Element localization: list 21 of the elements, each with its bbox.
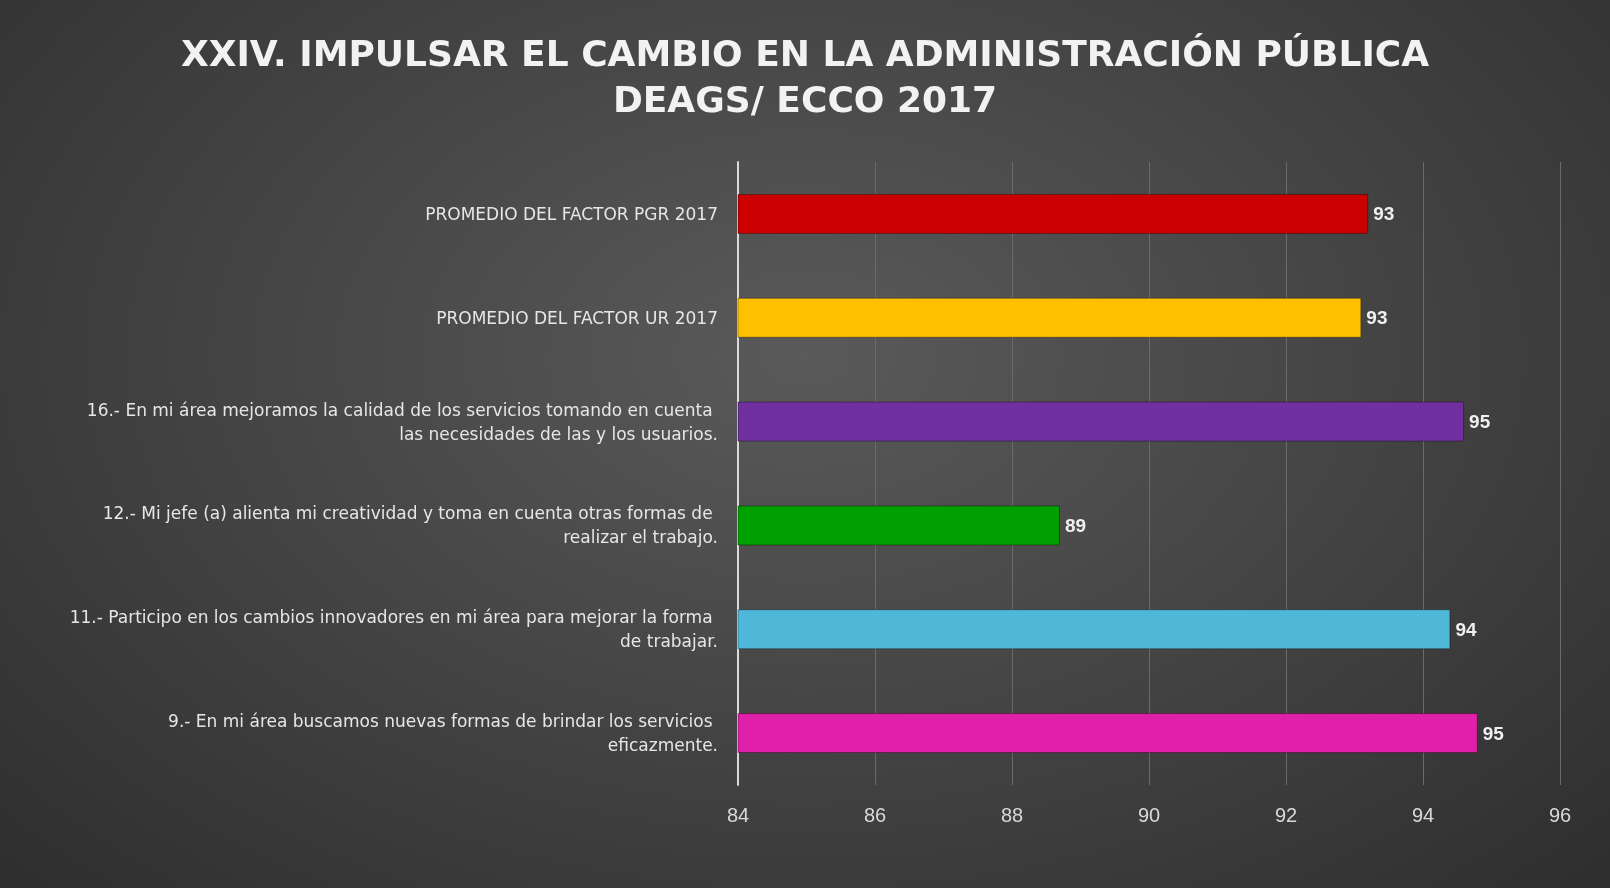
y-tick-label: 12.- Mi jefe (a) alienta mi creatividad y toma en cuenta otras formas de realizar el trabajo. [102, 503, 718, 548]
x-tick-label: 94 [1411, 804, 1435, 826]
data-label: 93 [1366, 307, 1388, 329]
x-tick-label: 96 [1548, 804, 1572, 826]
x-tick-label: 86 [863, 804, 887, 826]
y-tick-label: 16.- En mi área mejoramos la calidad de los servicios tomando en cuenta las necesidades de las y los usuarios. [86, 399, 718, 444]
x-tick-label: 84 [726, 804, 750, 826]
x-tick-label: 88 [1000, 804, 1024, 826]
chart-title: XXIV. IMPULSAR EL CAMBIO EN LA ADMINISTRACIÓN PÚBLICA [180, 32, 1430, 74]
y-tick-label: PROMEDIO DEL FACTOR UR 2017 [436, 307, 718, 328]
data-label: 93 [1373, 203, 1395, 225]
y-tick-label: 9.- En mi área buscamos nuevas formas de brindar los servicios eficazmente. [168, 711, 718, 756]
x-tick-label: 92 [1274, 804, 1298, 826]
x-tick-label: 90 [1137, 804, 1161, 826]
data-label: 89 [1064, 514, 1087, 536]
data-label: 95 [1482, 722, 1505, 744]
y-tick-label: 11.- Participo en los cambios innovadores en mi área para mejorar la forma de trabajar. [69, 607, 718, 652]
data-label: 95 [1469, 411, 1491, 433]
data-label: 94 [1455, 618, 1477, 640]
chart-subtitle: DEAGS/ ECCO 2017 [612, 78, 998, 120]
y-tick-label: PROMEDIO DEL FACTOR PGR 2017 [425, 203, 718, 224]
